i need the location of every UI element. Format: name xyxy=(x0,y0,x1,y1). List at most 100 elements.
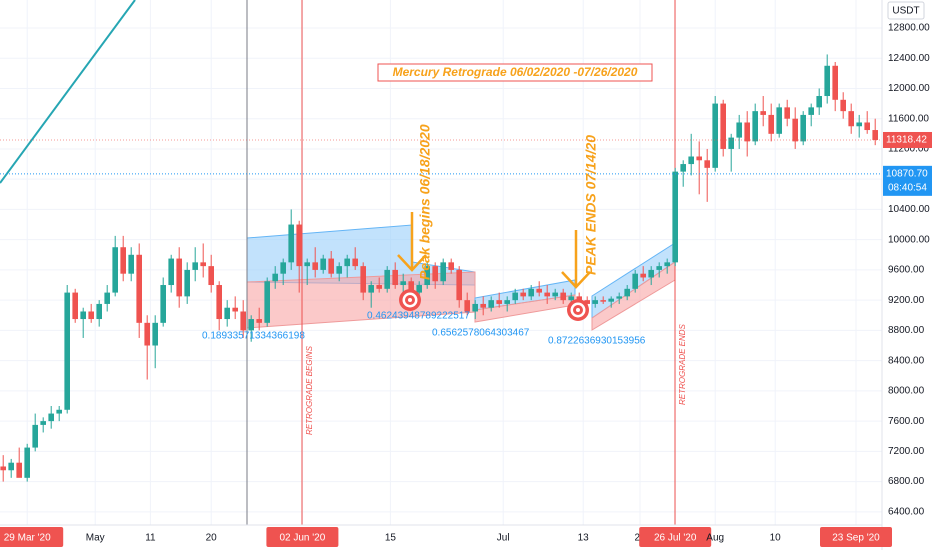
candle-body xyxy=(440,262,446,282)
candle-body xyxy=(632,273,638,289)
candle-body xyxy=(696,156,702,161)
candle-body xyxy=(560,292,566,301)
candle-body xyxy=(800,114,806,142)
candle-body xyxy=(568,296,574,301)
y-tick-label: 12800.00 xyxy=(888,23,930,34)
y-tick-label: 11200.00 xyxy=(888,144,929,155)
candle-body xyxy=(432,266,438,282)
countdown: 08:40:54 xyxy=(888,182,927,193)
candle-body xyxy=(344,258,350,267)
candle-body xyxy=(784,107,790,119)
candle-body xyxy=(40,421,46,425)
candle-body xyxy=(728,137,734,149)
x-tick-label: Jul xyxy=(497,533,510,544)
candle-body xyxy=(416,285,422,293)
candle-body xyxy=(304,262,310,267)
candle-body xyxy=(184,269,190,297)
candle-body xyxy=(360,266,366,293)
candle-body xyxy=(576,296,582,301)
fib-label: 0.18933571334366198 xyxy=(202,331,305,342)
candle-body xyxy=(264,281,270,323)
y-tick-label: 10000.00 xyxy=(888,234,930,245)
candle-body xyxy=(744,122,750,142)
candle-body xyxy=(536,288,542,293)
x-tick-label: 10 xyxy=(770,533,782,544)
candle-body xyxy=(328,258,334,274)
retrograde-ends-label: RETROGRADE ENDS xyxy=(678,323,687,405)
y-tick-label: 11600.00 xyxy=(888,113,929,124)
candle-body xyxy=(176,258,182,297)
candle-body xyxy=(384,269,390,289)
y-tick-label: 6800.00 xyxy=(888,476,925,487)
candle-body xyxy=(840,99,846,112)
candle-body xyxy=(680,164,686,172)
candle-body xyxy=(600,300,606,302)
arrow xyxy=(561,230,591,289)
candle-body xyxy=(856,122,862,127)
candle-body xyxy=(56,409,62,414)
candle-body xyxy=(224,307,230,320)
currency-box[interactable] xyxy=(887,1,925,20)
candle-body xyxy=(72,292,78,320)
candle-body xyxy=(0,466,6,471)
title-box xyxy=(377,63,653,82)
candle-body xyxy=(208,266,214,286)
target-icon xyxy=(567,299,589,321)
x-tick-highlight xyxy=(820,527,892,547)
y-tick-label: 12400.00 xyxy=(888,53,930,64)
candle-body xyxy=(504,300,510,304)
candle-body xyxy=(128,254,134,274)
candle-body xyxy=(376,285,382,289)
candle-body xyxy=(704,160,710,168)
candle-body xyxy=(792,118,798,142)
candle-body xyxy=(584,300,590,304)
candle-body xyxy=(720,103,726,149)
y-tick-label: 6400.00 xyxy=(888,506,925,517)
candle-body xyxy=(832,65,838,100)
candle-body xyxy=(544,292,550,297)
y-tick-label: 10400.00 xyxy=(888,204,930,215)
trend-line xyxy=(0,0,136,184)
candle-body xyxy=(640,273,646,278)
candle-body xyxy=(712,103,718,168)
candle-body xyxy=(528,288,534,297)
candle-body xyxy=(248,319,254,331)
x-tick-label: 20 xyxy=(206,533,218,544)
arrow xyxy=(397,212,427,272)
retrograde-begins-label: RETROGRADE BEGINS xyxy=(305,345,314,435)
y-tick-label: 7600.00 xyxy=(888,416,925,427)
candle-body xyxy=(32,424,38,448)
y-tick-label: 7200.00 xyxy=(888,446,925,457)
candle-body xyxy=(456,269,462,301)
candle-body xyxy=(392,269,398,286)
candle-body xyxy=(848,111,854,127)
candle-body xyxy=(120,247,126,274)
candle-body xyxy=(448,262,454,270)
candle-body xyxy=(160,285,166,323)
candle-body xyxy=(592,300,598,304)
y-tick-label: 8800.00 xyxy=(888,325,925,336)
fib-label: 0.6562578064303467 xyxy=(432,328,530,339)
candle-body xyxy=(168,258,174,286)
candle-body xyxy=(240,311,246,331)
candle-body xyxy=(88,311,94,320)
x-tick-highlight xyxy=(266,527,339,547)
candle-body xyxy=(768,114,774,134)
peak-ends-label: PEAK ENDS 07/14/20 xyxy=(583,135,599,275)
candle-body xyxy=(824,65,830,97)
candle-body xyxy=(64,292,70,410)
y-tick-label: 9600.00 xyxy=(888,265,925,276)
candle-body xyxy=(104,292,110,304)
candle-body xyxy=(352,258,358,267)
x-tick-label: 11 xyxy=(145,533,156,544)
candle-body xyxy=(808,107,814,115)
candle-body xyxy=(144,322,150,346)
candle-body xyxy=(496,300,502,304)
y-tick-label: 9200.00 xyxy=(888,295,925,306)
candle-body xyxy=(472,303,478,312)
candle-body xyxy=(672,171,678,263)
candle-body xyxy=(8,462,14,471)
last-price-label: 11318.42 xyxy=(886,135,927,146)
candles xyxy=(0,54,878,482)
candle-body xyxy=(320,258,326,270)
